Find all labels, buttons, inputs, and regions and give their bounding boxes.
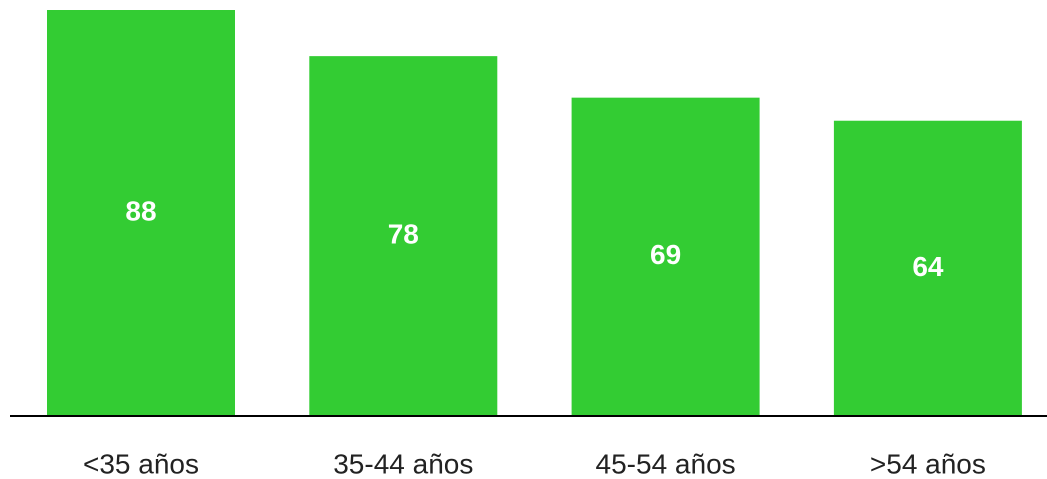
data-label: 64: [912, 251, 944, 282]
bar: [571, 97, 760, 416]
data-label: 88: [125, 195, 156, 226]
x-tick-label: >54 años: [870, 448, 986, 479]
x-tick-label: 35-44 años: [333, 448, 473, 479]
x-tick-label: 45-54 años: [596, 448, 736, 479]
bar: [47, 10, 235, 416]
bar: [309, 56, 498, 417]
x-tick-label: <35 años: [83, 448, 199, 479]
data-label: 69: [650, 239, 681, 270]
bar: [833, 120, 1022, 417]
data-label: 78: [388, 218, 419, 249]
